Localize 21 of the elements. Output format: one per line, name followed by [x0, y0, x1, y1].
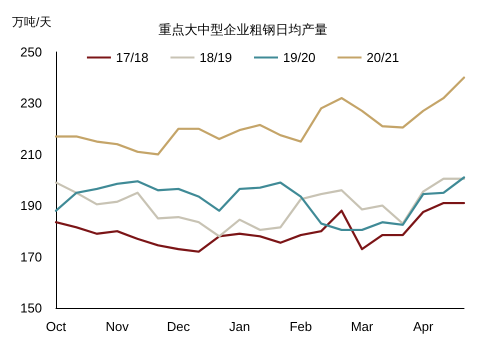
line-series — [54, 76, 466, 156]
line-series — [54, 202, 466, 253]
x-tick-label: Nov — [106, 319, 130, 334]
y-tick-label: 170 — [20, 249, 42, 264]
legend-label: 18/19 — [199, 50, 232, 65]
y-tick-label: 150 — [20, 300, 42, 316]
chart-title: 重点大中型企业粗钢日均产量 — [158, 22, 328, 37]
y-tick-label: 230 — [20, 96, 42, 111]
y-tick-label: 210 — [20, 146, 42, 162]
x-tick-label: Oct — [46, 319, 66, 334]
y-axis-title: 万吨/天 — [12, 15, 52, 29]
x-tick-label: Mar — [350, 319, 374, 334]
y-tick-label: 190 — [20, 198, 42, 214]
legend-label: 20/21 — [366, 50, 400, 65]
legend-label: 19/20 — [283, 50, 316, 65]
legend-label: 17/18 — [116, 50, 148, 65]
x-tick-label: Apr — [413, 319, 434, 334]
y-tick-label: 250 — [20, 44, 42, 60]
x-tick-label: Dec — [166, 319, 190, 334]
x-tick-label: Feb — [290, 319, 312, 334]
x-tick-label: Jan — [229, 319, 250, 334]
